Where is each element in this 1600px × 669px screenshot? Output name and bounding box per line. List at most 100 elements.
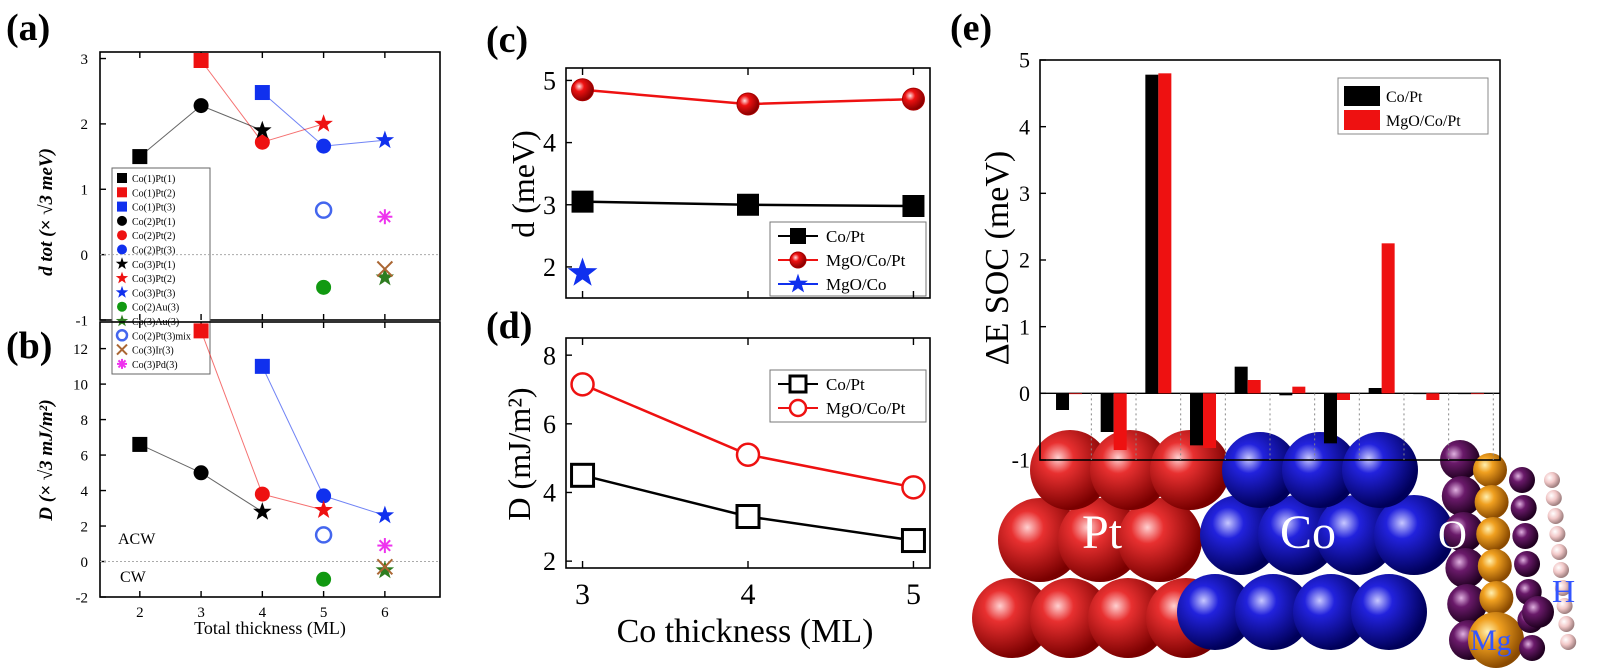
panel-d-legend: Co/Pt MgO/Co/Pt: [769, 369, 927, 423]
panel-label-c: (c): [486, 19, 528, 61]
co-atom: [1200, 495, 1280, 575]
legend-label-Co(2)Pt(1): Co(2)Pt(1): [132, 217, 175, 228]
h-atom: [1553, 562, 1569, 578]
panel-label-d: (d): [486, 305, 532, 347]
pt-atom: [1030, 430, 1110, 510]
data-point-MgO/Co/Pt: [571, 78, 595, 102]
o-atom-outer: [1514, 551, 1541, 577]
x-tick-label: 4: [741, 578, 756, 611]
co-atom: [1316, 495, 1396, 575]
data-point-MgO/Co/Pt: [570, 372, 595, 397]
bar-MgO/Co/Pt: [1247, 380, 1261, 394]
data-point-Co(2)Au(3): [316, 571, 332, 587]
h-atom: [1551, 544, 1568, 560]
o-atom: [1441, 476, 1482, 516]
co-atom: [1293, 574, 1369, 650]
pt-atom: [998, 498, 1082, 582]
x-tick-label: 5: [320, 605, 328, 621]
bar-MgO/Co/Pt: [1069, 393, 1083, 395]
mg-atom: [1476, 517, 1511, 551]
atom-label-Co: Co: [1280, 506, 1336, 559]
data-point-MgO/Co/Pt: [901, 87, 925, 111]
series-line-Co(2)Pt(1): [139, 105, 202, 157]
panel-d-chart: D (mJ/m²) Co thickness (ML) Co/Pt MgO/Co/…: [501, 337, 931, 650]
y-tick-label: 10: [73, 377, 88, 393]
o-atom-outer: [1512, 523, 1539, 549]
legend-label-Co(1)Pt(1): Co(1)Pt(1): [132, 174, 175, 185]
series-line-Co(2)Pt(3): [261, 92, 324, 147]
bar-MgO/Co/Pt: [1158, 73, 1172, 394]
y-tick-label: 4: [543, 479, 556, 508]
data-point-Co(3)Au(3): [375, 560, 395, 579]
o-atom: [1443, 512, 1484, 552]
legend-label-Co(3)Pt(1): Co(3)Pt(1): [132, 260, 175, 271]
y-tick-label: -1: [76, 313, 89, 329]
legend-marker-Co(3)Ir(3): [116, 343, 128, 356]
legend-marker-Co(2)Pt(1): [117, 215, 127, 226]
data-point-MgO/Co: [567, 257, 598, 286]
legend-label-Co(3)Pt(2): Co(3)Pt(2): [132, 274, 175, 285]
panel-e-legend: Co/Pt MgO/Co/Pt: [1337, 77, 1489, 135]
panel-d-xlabel: Co thickness (ML): [617, 613, 874, 650]
o-atom: [1445, 548, 1486, 588]
panel-e-ylabel: ΔE SOC (meV): [979, 151, 1016, 366]
atom-label-O: O: [1438, 512, 1467, 557]
legend-label-Co(3)Ir(3): Co(3)Ir(3): [132, 346, 174, 357]
bar-Co/Pt: [1056, 393, 1070, 410]
y-tick-label: 2: [81, 519, 89, 535]
series-line-Co(3)Pt(1): [200, 105, 263, 131]
panel-b-chart: D (× √3 mJ/m²) Total thickness (ML) ACW …: [36, 321, 441, 639]
legend-marker-Co(1)Pt(3): [117, 201, 127, 212]
h-atom: [1560, 634, 1577, 650]
panel-b-xlabel: Total thickness (ML): [194, 618, 346, 639]
data-point-Co(1)Pt(1): [132, 149, 148, 165]
h-atom: [1547, 508, 1564, 524]
data-point-Co(2)Pt(3): [316, 138, 332, 154]
panel-c-legend: Co/Pt MgO/Co/Pt MgO/Co: [769, 221, 927, 297]
panel-a-chart: d tot (× √3 meV) Co(1)Pt(1)Co(1)Pt(2)Co(…: [36, 51, 441, 375]
y-tick-label: 12: [73, 342, 88, 358]
pt-atom: [972, 578, 1052, 658]
co-atom: [1235, 574, 1311, 650]
data-point-Co(3)Pt(3): [375, 130, 395, 149]
x-tick-label: 2: [136, 605, 144, 621]
series-line-Co(2)Pt(2): [200, 330, 263, 495]
o-atom-outer: [1510, 495, 1537, 521]
panel-c-ylabel: d (meV): [505, 130, 541, 238]
data-point-Co(3)Pd(3)-stroke: [378, 210, 391, 223]
mg-atom: [1474, 485, 1509, 519]
bar-Co/Pt: [1190, 393, 1204, 446]
legend-marker-Co(3)Pd(3): [117, 358, 127, 369]
pt-atom: [1030, 578, 1110, 658]
y-tick-label: 1: [1019, 314, 1030, 339]
y-tick-label: 0: [1019, 381, 1030, 406]
legend-marker-Co(3)Pt(1): [115, 257, 129, 270]
data-point-Co(3)Pt(2): [314, 114, 333, 132]
data-point-Co(2)Pt(3): [316, 488, 332, 504]
atom-label-H: H: [1552, 573, 1575, 609]
y-tick-label: 2: [81, 117, 89, 133]
mg-atom: [1479, 581, 1514, 615]
y-tick-label: 0: [81, 555, 89, 571]
y-tick-label: 8: [81, 413, 89, 429]
legend-marker-Co(1)Pt(2): [117, 187, 127, 198]
x-tick-label: 3: [575, 578, 590, 611]
legend-marker-Co(2)Pt(3)mix: [115, 329, 129, 342]
legend-marker-MgO/Co/Pt: [788, 398, 808, 418]
co-atom: [1258, 495, 1338, 575]
legend-label-Co(2)Pt(3): Co(2)Pt(3): [132, 246, 175, 257]
y-tick-label: 5: [1019, 48, 1030, 73]
data-point-Co(3)Pt(1): [253, 502, 272, 520]
atom-label-Pt: Pt: [1082, 506, 1123, 559]
data-point-MgO/Co/Pt: [901, 475, 926, 500]
x-tick-label: 6: [381, 605, 389, 621]
y-tick-label: 3: [543, 191, 556, 220]
pt-atom: [1058, 498, 1142, 582]
bar-Co/Pt: [1279, 393, 1293, 396]
legend-label-Co(2)Au(3): Co(2)Au(3): [132, 303, 179, 314]
panel-label-a: (a): [6, 7, 50, 49]
panel-a-ylabel: d tot (× √3 meV): [36, 148, 57, 276]
legend-label-Co/Pt: Co/Pt: [826, 375, 865, 394]
panel-b-ylabel: D (× √3 mJ/m²): [36, 399, 57, 521]
data-point-Co(2)Pt(1): [193, 98, 209, 114]
